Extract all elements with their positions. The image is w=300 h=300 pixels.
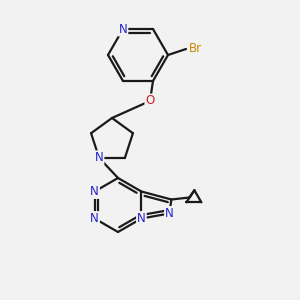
Text: Br: Br — [188, 43, 202, 56]
Text: N: N — [137, 212, 146, 225]
Text: N: N — [90, 185, 99, 198]
Text: N: N — [95, 151, 103, 164]
Text: N: N — [90, 212, 99, 225]
Text: N: N — [165, 207, 174, 220]
Text: N: N — [118, 22, 127, 35]
Text: O: O — [146, 94, 154, 107]
